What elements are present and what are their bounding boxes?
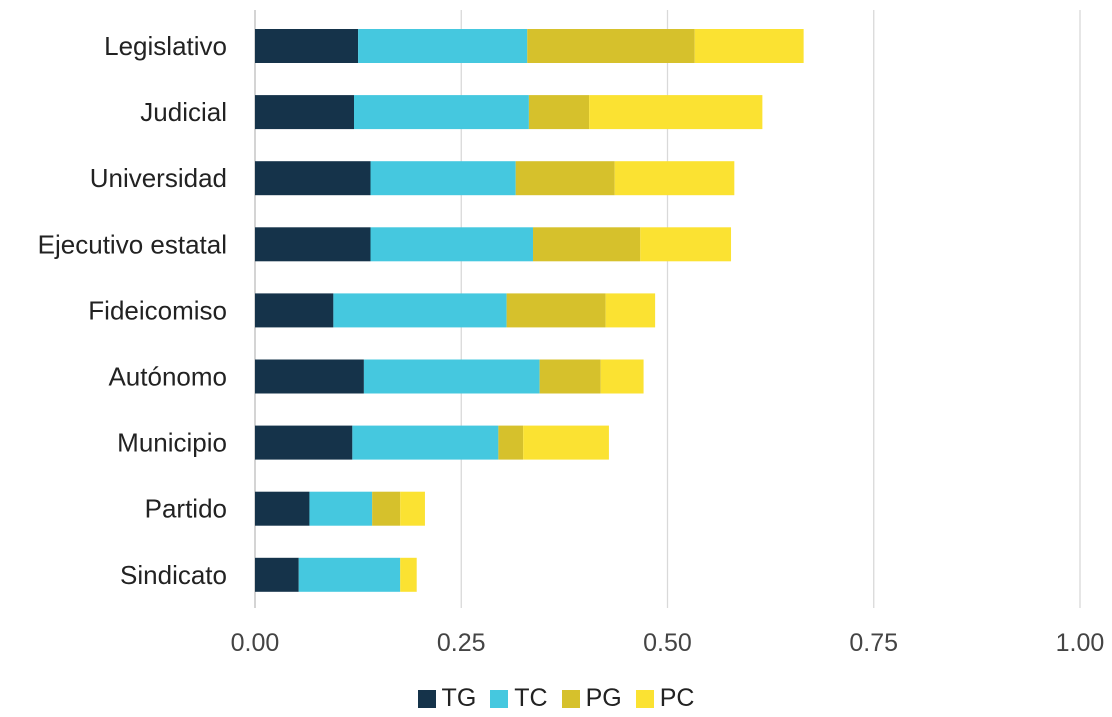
- bar-PG-universidad: [515, 161, 615, 196]
- chart-svg: Legislativo Judicial Universidad Ejecutivo …: [38, 10, 1105, 657]
- legend-swatch: [417, 689, 436, 708]
- legend-item-pg: PG: [561, 684, 622, 712]
- bar-TC-legislativo: [358, 29, 528, 63]
- bar-PG-partido: [372, 491, 401, 526]
- bar-TG-autónomo: [255, 359, 364, 394]
- bar-PC-sindicato: [400, 557, 417, 592]
- bar-PG-legislativo: [527, 29, 695, 63]
- category-label: Partido: [145, 494, 227, 524]
- x-tick-label: 0.25: [437, 629, 486, 657]
- legend-swatch: [635, 689, 654, 708]
- bar-TG-municipio: [255, 425, 353, 460]
- bar-PC-municipio: [523, 425, 609, 460]
- category-label: Ejecutivo estatal: [38, 229, 227, 259]
- category-label: Autónomo: [108, 362, 227, 392]
- bar-TC-judicial: [354, 95, 529, 130]
- bar-TG-universidad: [255, 161, 371, 196]
- bar-TG-fideicomiso: [255, 293, 334, 328]
- x-tick-label: 1.00: [1056, 629, 1105, 657]
- legend-swatch: [561, 689, 580, 708]
- legend-swatch: [490, 689, 509, 708]
- bar-TG-ejecutivo-estatal: [255, 227, 371, 262]
- category-label: Fideicomiso: [88, 295, 227, 325]
- bar-PG-judicial: [528, 95, 590, 130]
- legend-label: TG: [441, 684, 477, 712]
- x-tick-label: 0.00: [231, 629, 280, 657]
- legend-item-pc: PC: [635, 684, 695, 712]
- bar-TC-sindicato: [298, 557, 401, 592]
- bar-PC-autónomo: [600, 359, 644, 394]
- bar-PC-judicial: [589, 95, 763, 130]
- legend-label: TC: [514, 684, 548, 712]
- bar-PC-ejecutivo-estatal: [640, 227, 732, 262]
- bar-TG-legislativo: [255, 29, 359, 63]
- bar-PC-universidad: [614, 161, 735, 196]
- legend-item-tg: TG: [417, 684, 477, 712]
- bar-TC-municipio: [352, 425, 499, 460]
- category-label: Sindicato: [120, 560, 227, 590]
- bar-PG-autónomo: [539, 359, 601, 394]
- bar-TG-judicial: [255, 95, 354, 130]
- bar-TG-sindicato: [255, 557, 299, 592]
- legend-label: PG: [585, 684, 622, 712]
- bar-PG-ejecutivo-estatal: [533, 227, 641, 262]
- x-tick-label: 0.50: [643, 629, 692, 657]
- bar-PC-legislativo: [694, 29, 804, 63]
- bar-PG-municipio: [498, 425, 524, 460]
- legend-label: PC: [659, 684, 695, 712]
- bar-TC-autónomo: [363, 359, 540, 394]
- bar-PC-partido: [400, 491, 425, 526]
- x-tick-label: 0.75: [849, 629, 898, 657]
- category-label: Judicial: [140, 97, 227, 127]
- legend-item-tc: TC: [490, 684, 548, 712]
- bar-PC-fideicomiso: [605, 293, 656, 328]
- category-label: Universidad: [90, 163, 227, 193]
- bar-TC-universidad: [370, 161, 516, 196]
- bar-TC-fideicomiso: [333, 293, 507, 328]
- bar-TC-ejecutivo-estatal: [370, 227, 534, 262]
- bar-TG-partido: [255, 491, 310, 526]
- category-label: Legislativo: [104, 31, 227, 61]
- category-label: Municipio: [117, 428, 227, 458]
- bar-TC-partido: [309, 491, 373, 526]
- legend: TG TC PG PC: [0, 686, 1112, 711]
- bar-PG-fideicomiso: [506, 293, 606, 328]
